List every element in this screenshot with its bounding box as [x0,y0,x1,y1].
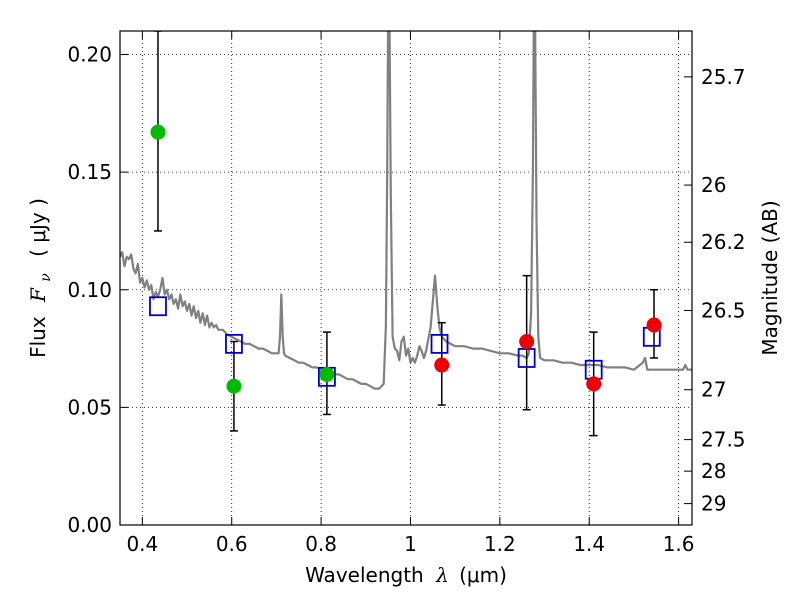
x-tick-label: 0.4 [126,532,158,556]
plot-background [120,31,692,525]
y2-axis-label: Magnitude (AB) [758,200,782,355]
x-axis-label-unit: (μm) [459,563,507,587]
x-axis-label-prefix: Wavelength [305,563,424,587]
y-tick-label: 0.05 [67,395,112,419]
y-axis-label-unit: ( μJy ) [26,198,50,257]
y2-tick-label: 29 [701,492,726,516]
observed-points [150,124,662,394]
y-tick-label: 0.15 [67,160,112,184]
grid-lines [120,31,692,525]
y-axis-label-symbol: F [26,287,50,303]
plot-frame [119,30,693,526]
observed-point [150,124,166,140]
y-axis-label-subscript: ν [38,273,54,282]
spectrum-layer [120,31,692,390]
y2-tick-label: 28 [701,459,726,483]
x-tick-label: 0.8 [305,532,337,556]
x-tick-label: 1 [404,532,417,556]
observed-point [319,366,335,382]
x-axis-label-symbol: λ [435,563,449,587]
x-tick-label: 1.2 [484,532,516,556]
x-tick-label: 0.6 [216,532,248,556]
model-square [149,296,167,317]
observed-point [519,334,535,350]
observed-point [586,376,602,392]
model-square [225,333,243,354]
model-square [430,333,449,354]
y2-tick-label: 27.5 [701,428,746,452]
y-tick-label: 0.10 [67,278,112,302]
spectrum-line [120,31,692,390]
y2-tick-label: 27 [701,378,726,402]
x-axis-label: Wavelength λ (μm) [305,563,507,587]
y2-tick-label: 26.2 [701,230,746,254]
y2-tick-label: 25.7 [701,65,746,89]
y2-tick-label: 26.5 [701,298,746,322]
y-tick-label: 0.00 [67,513,112,537]
x-tick-label: 1.4 [573,532,605,556]
model-points [149,296,661,387]
y-axis-label: Flux F ν ( μJy ) [26,198,55,358]
y-axis-label-prefix: Flux [26,316,50,358]
observed-point [434,357,450,373]
y-tick-label: 0.20 [67,43,112,67]
y2-tick-label: 26 [701,173,726,197]
observed-point [226,378,242,394]
x-tick-label: 1.6 [663,532,695,556]
observed-point [646,317,662,333]
axis-ticks: 0.4 0.6 0.8 1 1.2 1.4 1.6 0.00 0.05 0.10 0.15 0.20 2… [67,31,746,556]
